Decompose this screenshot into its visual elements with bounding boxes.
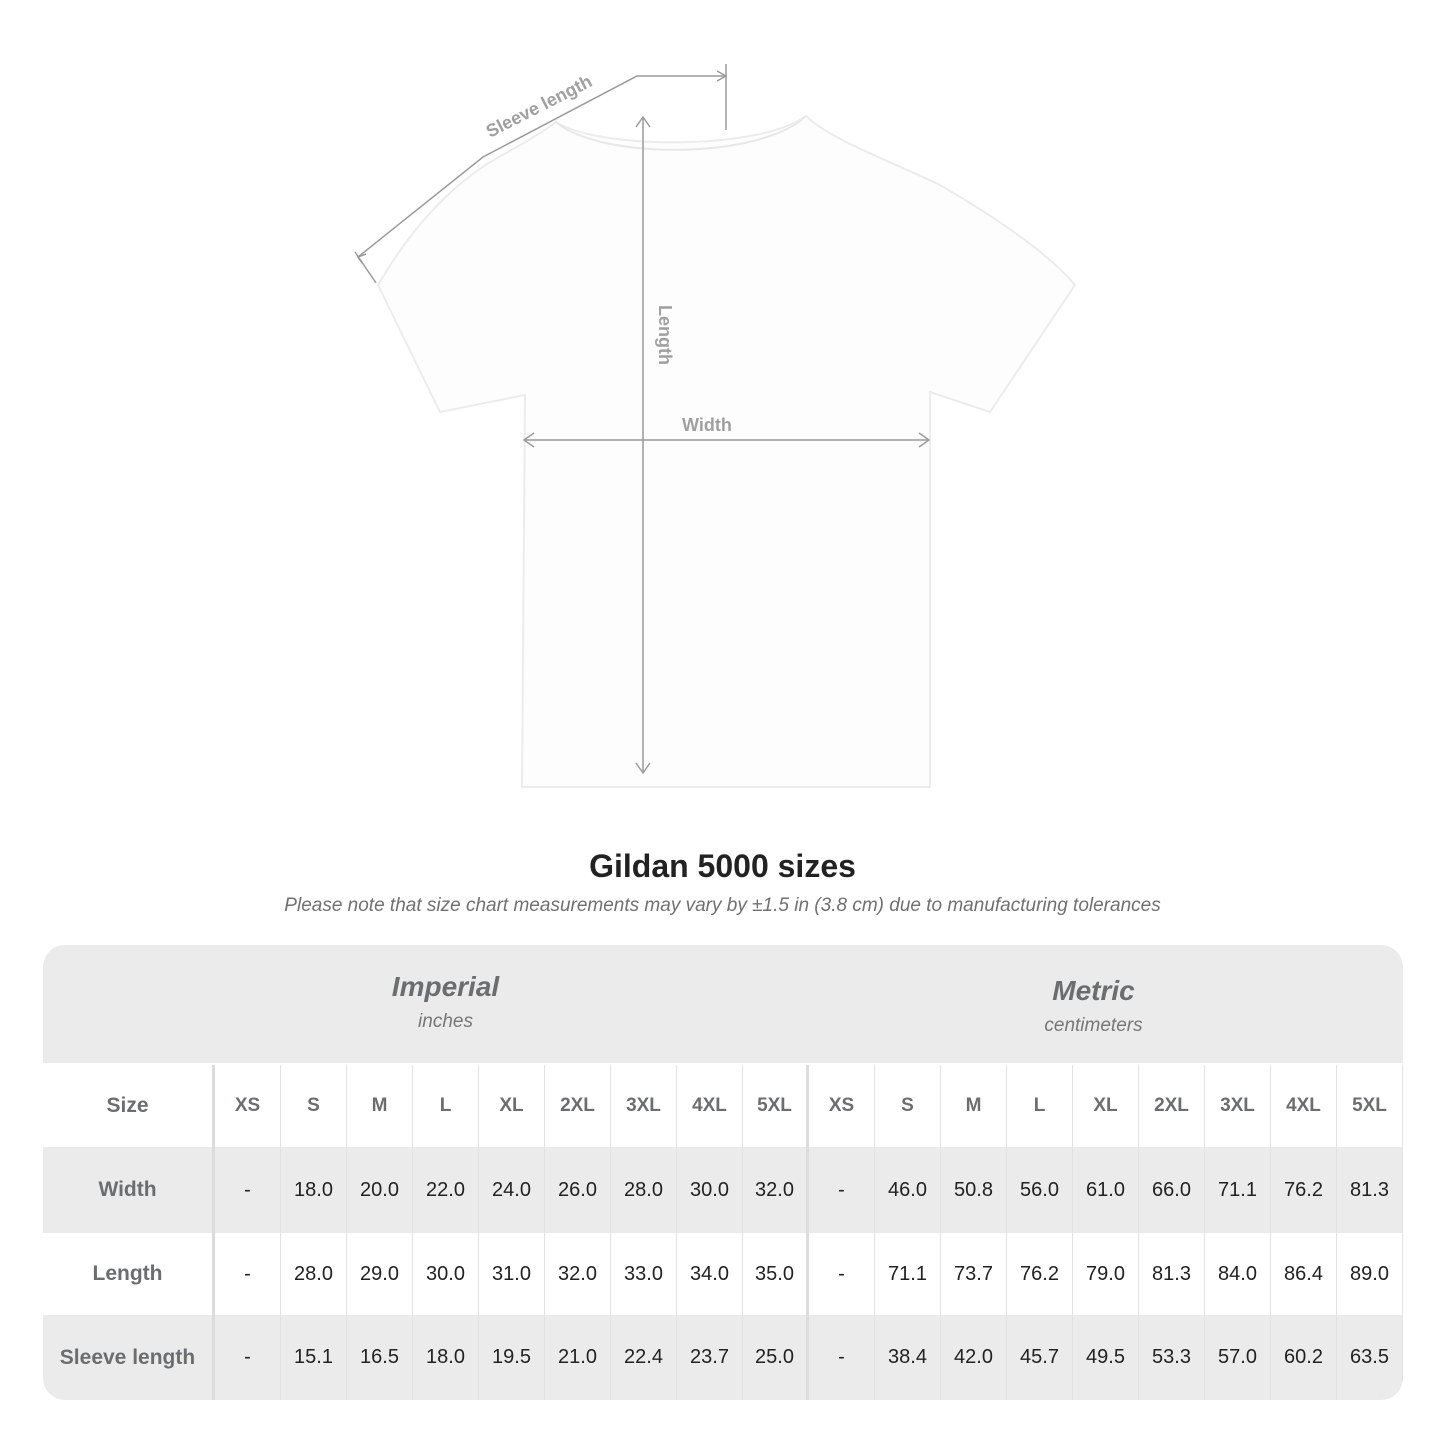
size-header-4xl: 4XL [677, 1065, 743, 1147]
cell-imperial: 31.0 [479, 1233, 545, 1315]
cell-metric: 38.4 [875, 1315, 941, 1400]
cell-metric: 49.5 [1073, 1315, 1139, 1400]
unit-header-band [43, 945, 1403, 1063]
sleeve-line [357, 75, 726, 258]
cell-metric: 71.1 [1205, 1147, 1271, 1233]
cell-imperial: 16.5 [347, 1315, 413, 1400]
table-row: Sleeve length -15.1 16.5 18.0 19.5 21.0 22.4 23… [43, 1315, 1403, 1400]
imperial-title: Imperial [391, 971, 500, 1002]
size-header-m: M [347, 1065, 413, 1147]
cell-imperial: - [215, 1315, 281, 1400]
size-header-xl: XL [1073, 1065, 1139, 1147]
cell-imperial: - [215, 1233, 281, 1315]
cell-imperial: 35.0 [743, 1233, 809, 1315]
cell-imperial: 29.0 [347, 1233, 413, 1315]
cell-imperial: 26.0 [545, 1147, 611, 1233]
row-label: Width [43, 1147, 215, 1233]
size-header-2xl: 2XL [545, 1065, 611, 1147]
cell-metric: 66.0 [1139, 1147, 1205, 1233]
cell-metric: - [809, 1147, 875, 1233]
cell-imperial: 22.4 [611, 1315, 677, 1400]
cell-imperial: 24.0 [479, 1147, 545, 1233]
cell-metric: 76.2 [1007, 1233, 1073, 1315]
cell-metric: 79.0 [1073, 1233, 1139, 1315]
width-label: Width [682, 415, 732, 435]
metric-unit: centimeters [1044, 1015, 1143, 1036]
cell-metric: 57.0 [1205, 1315, 1271, 1400]
metric-header: Metric centimeters [863, 975, 1324, 1037]
size-header-3xl: 3XL [611, 1065, 677, 1147]
cell-metric: 61.0 [1073, 1147, 1139, 1233]
cell-imperial: 18.0 [281, 1147, 347, 1233]
page-title: Gildan 5000 sizes [589, 848, 856, 884]
cell-imperial: 23.7 [677, 1315, 743, 1400]
size-label: Size [43, 1065, 215, 1147]
cell-metric: 84.0 [1205, 1233, 1271, 1315]
size-header-5xl: 5XL [743, 1065, 809, 1147]
cell-imperial: 19.5 [479, 1315, 545, 1400]
cell-metric: 42.0 [941, 1315, 1007, 1400]
size-header-5xl: 5XL [1337, 1065, 1403, 1147]
cell-imperial: 30.0 [677, 1147, 743, 1233]
size-header-3xl: 3XL [1205, 1065, 1271, 1147]
tshirt-diagram: Sleeve length Length Width [354, 64, 1077, 788]
cell-imperial: 25.0 [743, 1315, 809, 1400]
cell-imperial: 33.0 [611, 1233, 677, 1315]
imperial-unit: inches [418, 1011, 473, 1032]
size-header-s: S [281, 1065, 347, 1147]
size-header-2xl: 2XL [1139, 1065, 1205, 1147]
cell-metric: 45.7 [1007, 1315, 1073, 1400]
cell-imperial: 30.0 [413, 1233, 479, 1315]
cell-imperial: 28.0 [281, 1233, 347, 1315]
cell-metric: 81.3 [1139, 1233, 1205, 1315]
row-label: Sleeve length [43, 1315, 215, 1400]
cell-imperial: 32.0 [545, 1233, 611, 1315]
cell-imperial: 34.0 [677, 1233, 743, 1315]
cell-imperial: 18.0 [413, 1315, 479, 1400]
cell-imperial: 20.0 [347, 1147, 413, 1233]
cell-imperial: 28.0 [611, 1147, 677, 1233]
cell-metric: - [809, 1233, 875, 1315]
size-header-4xl: 4XL [1271, 1065, 1337, 1147]
size-header-xs: XS [215, 1065, 281, 1147]
size-header-l: L [413, 1065, 479, 1147]
table-row: Length -28.0 29.0 30.0 31.0 32.0 33.0 34.0 35.0-… [43, 1233, 1403, 1315]
cell-imperial: 21.0 [545, 1315, 611, 1400]
cell-metric: 46.0 [875, 1147, 941, 1233]
cell-imperial: 22.0 [413, 1147, 479, 1233]
size-header-l: L [1007, 1065, 1073, 1147]
metric-title: Metric [1052, 975, 1135, 1006]
cell-metric: 50.8 [941, 1147, 1007, 1233]
size-header-s: S [875, 1065, 941, 1147]
cell-metric: 89.0 [1337, 1233, 1403, 1315]
cell-imperial: 32.0 [743, 1147, 809, 1233]
row-band [43, 1315, 1403, 1400]
cell-metric: 60.2 [1271, 1315, 1337, 1400]
row-label: Length [43, 1233, 215, 1315]
cell-metric: 86.4 [1271, 1233, 1337, 1315]
cell-imperial: - [215, 1147, 281, 1233]
length-label: Length [655, 305, 675, 365]
cell-imperial: 15.1 [281, 1315, 347, 1400]
cell-metric: 73.7 [941, 1233, 1007, 1315]
size-header-xs: XS [809, 1065, 875, 1147]
size-header-row: Size XS S M L XL 2XL 3XL 4XL 5XL XS S M L XL 2XL 3XL 4XL 5… [43, 1065, 1403, 1147]
table-row: Width -18.0 20.0 22.0 24.0 26.0 28.0 30.0 32.0-4… [43, 1147, 1403, 1233]
cell-metric: 56.0 [1007, 1147, 1073, 1233]
size-table: Imperial inches Metric centimeters Size X… [43, 945, 1403, 1400]
size-header-xl: XL [479, 1065, 545, 1147]
imperial-header: Imperial inches [215, 971, 676, 1033]
cell-metric: 53.3 [1139, 1315, 1205, 1400]
cell-metric: 76.2 [1271, 1147, 1337, 1233]
cell-metric: 81.3 [1337, 1147, 1403, 1233]
size-header-m: M [941, 1065, 1007, 1147]
tolerance-note: Please note that size chart measurements… [284, 895, 1161, 916]
tshirt-shape [376, 114, 1077, 788]
cell-metric: - [809, 1315, 875, 1400]
row-band [43, 1147, 1403, 1233]
cell-metric: 71.1 [875, 1233, 941, 1315]
cell-metric: 63.5 [1337, 1315, 1403, 1400]
